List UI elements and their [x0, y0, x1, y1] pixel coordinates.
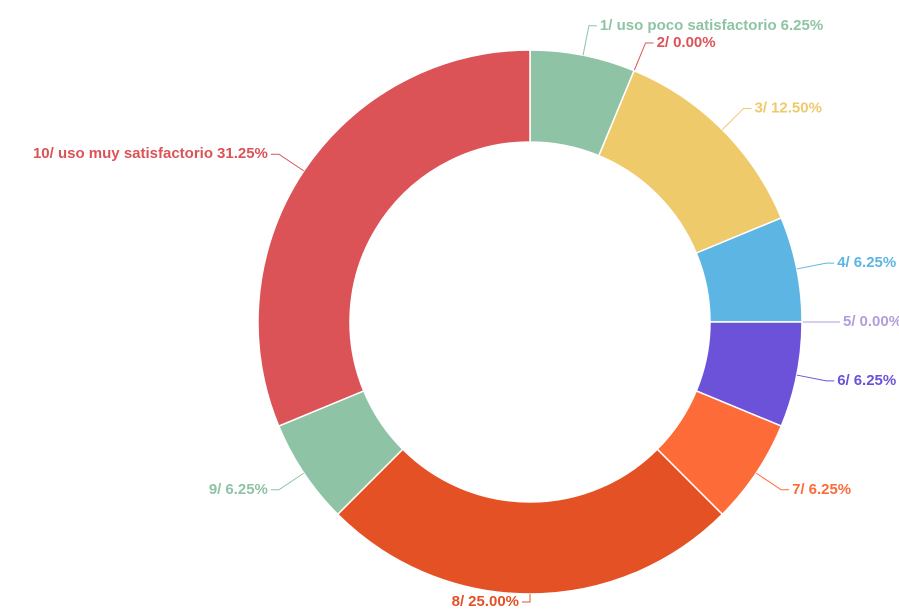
slice-label: 7/6.25%: [792, 481, 851, 498]
slice-value-label: 6.25%: [809, 481, 852, 498]
slice-value-label: 6.25%: [854, 254, 897, 271]
slice-label: 4/6.25%: [837, 254, 896, 271]
slice-category: 5/: [843, 313, 856, 330]
slice-label: 2/0.00%: [657, 34, 716, 51]
slice-category: 3/: [755, 99, 768, 116]
leader-line: [796, 374, 835, 382]
slice-value-label: 25.00%: [468, 593, 519, 610]
slice-label: 10/ uso muy satisfactorio 31.25%: [33, 145, 268, 162]
donut-slice: [597, 69, 783, 255]
leader-line: [633, 42, 654, 71]
slice-label: 1/ uso poco satisfactorio 6.25%: [600, 17, 823, 34]
slice-category: 2/: [657, 34, 670, 51]
donut-slice: [336, 448, 724, 595]
slice-category: 4/: [837, 254, 850, 271]
leader-line: [522, 594, 531, 603]
slice-value-label: 6.25%: [854, 372, 897, 389]
slice-value-label: 12.50%: [771, 99, 822, 116]
slice-category: 1/ uso poco satisfactorio: [600, 17, 777, 34]
slice-label: 6/6.25%: [837, 372, 896, 389]
slice-category: 6/: [837, 372, 850, 389]
slice-value-label: 0.00%: [673, 34, 716, 51]
leader-line: [270, 153, 305, 172]
slice-value-label: 31.25%: [217, 145, 268, 162]
slice-label: 5/0.00%: [843, 313, 899, 330]
slice-label: 3/12.50%: [755, 99, 822, 116]
leader-line: [582, 25, 597, 56]
slice-category: 9/: [209, 481, 222, 498]
slice-value-label: 0.00%: [860, 313, 899, 330]
slice-label: 8/25.00%: [452, 593, 519, 610]
slice-category: 10/ uso muy satisfactorio: [33, 145, 213, 162]
slice-label: 9/6.25%: [209, 481, 268, 498]
leader-line: [755, 472, 790, 491]
leader-line: [270, 472, 305, 491]
slice-value-label: 6.25%: [225, 481, 268, 498]
leader-line: [721, 107, 752, 131]
slice-category: 7/: [792, 481, 805, 498]
donut-slice: [257, 49, 531, 428]
slice-value-label: 6.25%: [781, 17, 824, 34]
leader-line: [796, 262, 835, 270]
slice-category: 8/: [452, 593, 465, 610]
